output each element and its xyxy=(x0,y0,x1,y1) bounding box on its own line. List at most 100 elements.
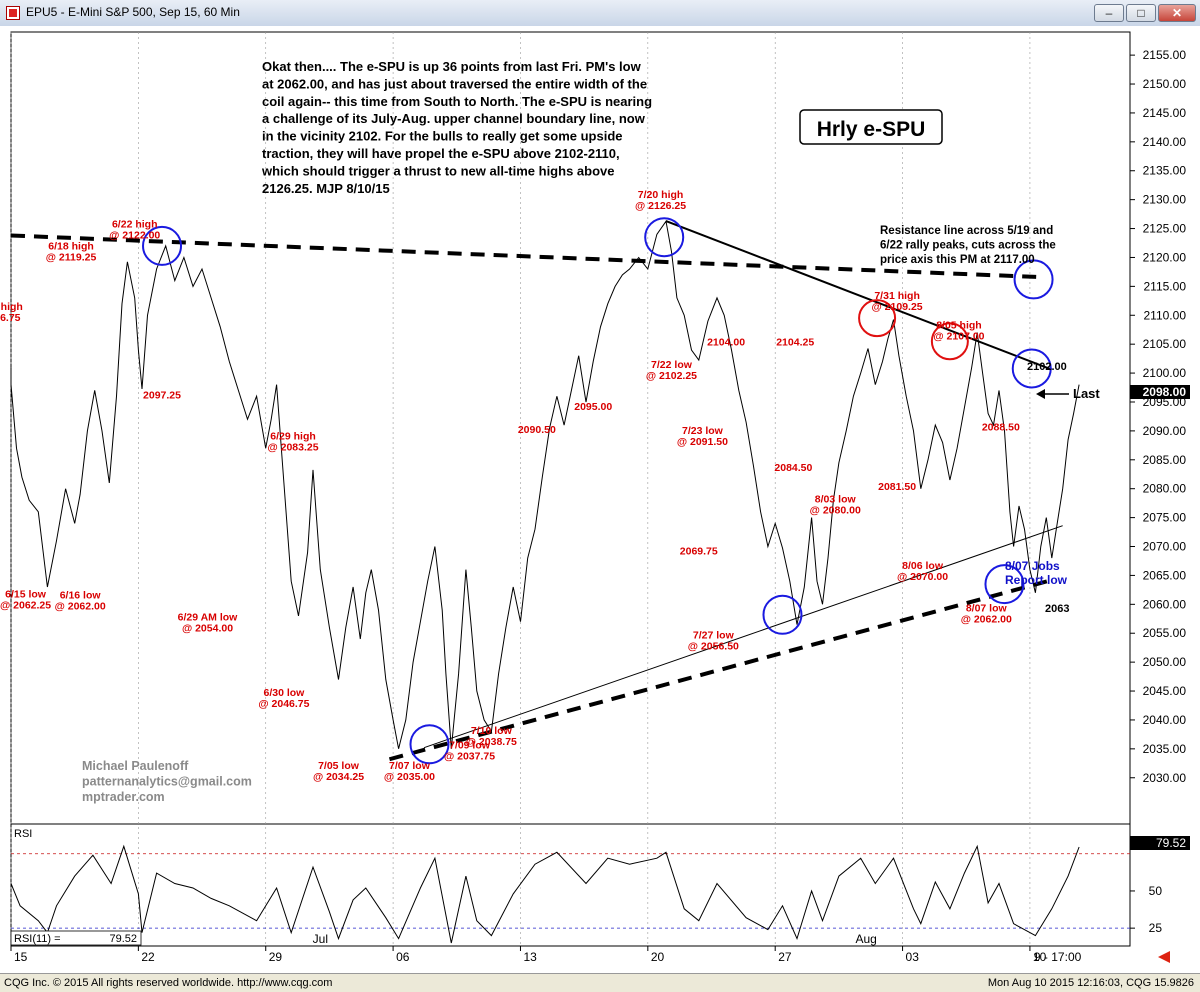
price-annotation: 2097.25 xyxy=(143,390,181,402)
price-tick-label: 2120.00 xyxy=(1143,250,1187,264)
author-line: Michael Paulenoff xyxy=(82,759,189,773)
rsi-tick-label: 50 xyxy=(1149,884,1163,898)
price-annotation: 7/20 high xyxy=(638,189,684,201)
price-series-line xyxy=(10,220,1080,749)
maximize-button[interactable]: □ xyxy=(1126,4,1156,22)
price-annotation: 7/09 low xyxy=(449,739,491,751)
commentary-text: Okat then.... The e-SPU is up 36 points … xyxy=(261,59,652,196)
price-annotation: @ 2062.00 xyxy=(961,613,1012,625)
rsi-readout-box xyxy=(10,930,142,946)
price-annotation: 6/29 AM low xyxy=(178,612,239,624)
price-tick-label: 2075.00 xyxy=(1143,511,1187,525)
price-annotation: @ 2062.00 xyxy=(55,601,106,613)
price-annotation: 7/22 low xyxy=(651,359,693,371)
highlight-circle xyxy=(984,564,1025,605)
price-annotation: @ 2056.50 xyxy=(688,640,739,652)
price-annotation: 7/31 high xyxy=(874,290,920,302)
price-annotation: 2104.00 xyxy=(707,336,745,348)
price-tick-label: 2030.00 xyxy=(1143,771,1187,785)
highlight-circle xyxy=(1011,348,1052,389)
price-tick-label: 2155.00 xyxy=(1143,48,1187,62)
time-tick-label: 06 xyxy=(396,950,410,964)
rsi-current-value: 79.52 xyxy=(1156,836,1186,850)
highlight-circle xyxy=(409,724,450,765)
price-tick-label: 2130.00 xyxy=(1143,193,1187,207)
trend-lines xyxy=(10,220,1063,762)
month-label: Jul xyxy=(313,932,328,946)
price-annotation: @ 2035.00 xyxy=(384,771,435,783)
status-bar: CQG Inc. © 2015 All rights reserved worl… xyxy=(0,973,1200,992)
price-annotation: 8/05 high xyxy=(936,320,982,332)
price-annotation: 6/30 low xyxy=(263,687,305,699)
price-tick-label: 2065.00 xyxy=(1143,568,1187,582)
grid-lines xyxy=(10,32,1031,946)
highlight-circle xyxy=(858,299,897,338)
price-annotation: 2095.00 xyxy=(574,401,612,413)
price-pane xyxy=(10,31,1131,825)
close-button[interactable]: ✕ xyxy=(1158,4,1196,22)
time-tick-label: 22 xyxy=(141,950,155,964)
price-annotations: 6/22 high@ 2122.00 6/18 high@ 2119.25 1 hi… xyxy=(0,189,1020,783)
price-annotation: @ 2091.50 xyxy=(677,436,728,448)
time-tick-label: 9 - 17:00 xyxy=(1034,950,1082,964)
chart-frame: 6/22 high@ 2122.00 6/18 high@ 2119.25 1 hi… xyxy=(0,26,1200,973)
price-tick-label: 2115.00 xyxy=(1144,279,1187,293)
status-copyright: CQG Inc. © 2015 All rights reserved worl… xyxy=(4,977,333,989)
price-annotation: @ 2122.00 xyxy=(109,229,160,241)
commentary-line: in the vicinity 2102. For the bulls to r… xyxy=(262,129,622,144)
time-tick-label: 10 xyxy=(1033,950,1047,964)
app-icon xyxy=(6,6,20,20)
commentary-line: 2126.25. MJP 8/10/15 xyxy=(262,181,390,196)
chart-title: Hrly e-SPU xyxy=(817,118,926,141)
price-annotation: 2088.50 xyxy=(982,421,1020,433)
price-annotation: @ 2054.00 xyxy=(182,623,233,635)
price-annotation: @ 2038.75 xyxy=(466,736,517,748)
price-annotation: 2090.50 xyxy=(518,424,556,436)
last-label: Last xyxy=(1073,386,1100,401)
commentary-line: which should trigger a thrust to new all… xyxy=(261,163,614,178)
price-annotation: @ 2109.25 xyxy=(872,301,923,313)
price-annotation: @ 2119.25 xyxy=(46,251,97,263)
price-annotation: 06.75 xyxy=(0,312,21,324)
jobs-label-line2: Report low xyxy=(1005,573,1068,587)
price-tick-label: 2140.00 xyxy=(1143,135,1187,149)
minimize-button[interactable]: – xyxy=(1094,4,1124,22)
rsi-readout-value: 79.52 xyxy=(109,933,137,945)
lower-trend-line xyxy=(423,525,1063,749)
price-tick-label: 2050.00 xyxy=(1143,655,1187,669)
price-tick-label: 2085.00 xyxy=(1143,453,1187,467)
price-annotation: 2084.50 xyxy=(774,462,812,474)
price-annotation: 2069.75 xyxy=(680,546,718,558)
time-tick-label: 27 xyxy=(778,950,792,964)
price-tick-label: 2060.00 xyxy=(1143,597,1187,611)
price-tick-label: 2070.00 xyxy=(1143,540,1187,554)
price-annotation: @ 2062.25 xyxy=(0,599,51,611)
price-annotation: @ 2046.75 xyxy=(258,698,309,710)
commentary-line: traction, they will have propel the e-SP… xyxy=(262,146,620,161)
author-line: mptrader.com xyxy=(82,790,165,804)
price-annotation: @ 2107.00 xyxy=(933,331,984,343)
price-annotation: 7/23 low xyxy=(682,425,724,437)
price-chart[interactable]: 6/22 high@ 2122.00 6/18 high@ 2119.25 1 hi… xyxy=(0,26,1200,973)
rsi-axis: 25 50 xyxy=(1130,884,1162,935)
price-tick-label: 2145.00 xyxy=(1143,106,1187,120)
price-tick-label: 2045.00 xyxy=(1143,684,1187,698)
price-annotation: 7/05 low xyxy=(318,760,360,772)
price-annotation: 6/18 high xyxy=(48,240,94,252)
price-tick-label: 2125.00 xyxy=(1143,222,1187,236)
highlight-circle xyxy=(762,594,803,635)
time-tick-label: 03 xyxy=(906,950,920,964)
commentary-line: coil again-- this time from South to Nor… xyxy=(262,94,652,109)
rsi-pane xyxy=(10,823,1131,947)
highlight-circle xyxy=(142,225,183,266)
commentary-line: at 2062.00, and has just about traversed… xyxy=(262,76,647,91)
scroll-left-icon[interactable] xyxy=(1158,951,1170,963)
price-annotation: @ 2080.00 xyxy=(810,505,861,517)
time-tick-label: 29 xyxy=(269,950,283,964)
price-annotation: 8/06 low xyxy=(902,560,944,572)
price-annotation: 2104.25 xyxy=(776,336,814,348)
price-tick-label: 2110.00 xyxy=(1144,308,1187,322)
author-line: patternanalytics@gmail.com xyxy=(82,775,252,789)
highlight-circle xyxy=(930,322,969,361)
resistance-note-line: 6/22 rally peaks, cuts across the xyxy=(880,240,1056,252)
